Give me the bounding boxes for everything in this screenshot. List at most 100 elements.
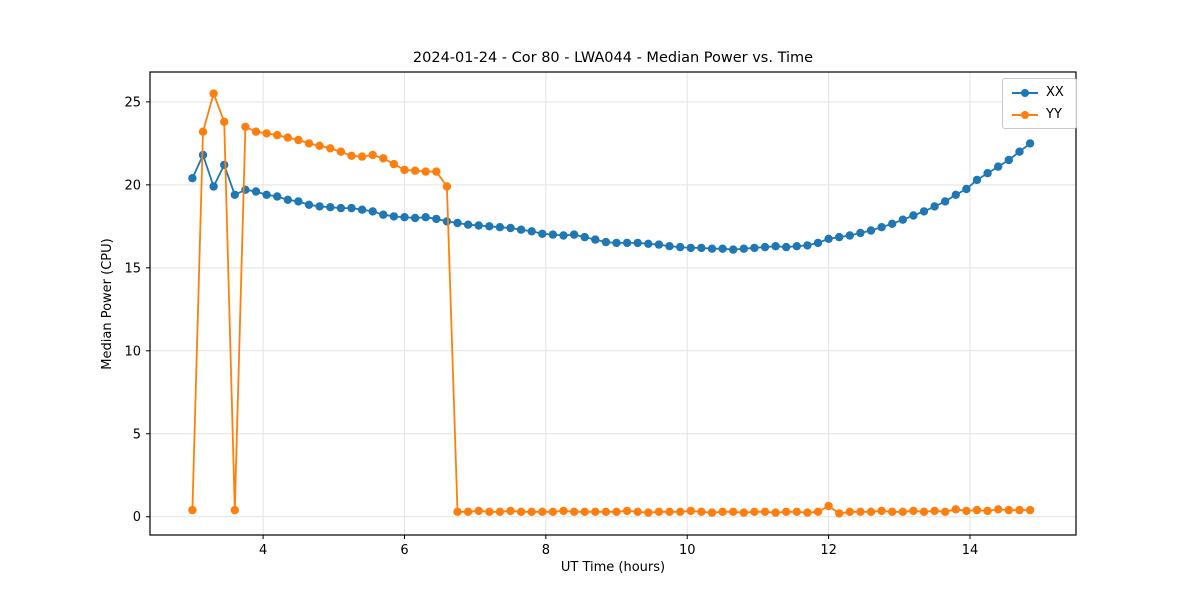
data-point-yy (315, 141, 324, 150)
data-point-xx (580, 232, 589, 242)
data-point-xx (474, 221, 483, 230)
data-point-yy (506, 506, 515, 516)
data-point-xx (951, 190, 960, 199)
data-point-xx (622, 238, 632, 248)
data-point-yy (400, 165, 409, 175)
y-tick-label: 5 (133, 427, 141, 442)
data-point-yy (262, 129, 271, 138)
data-point-yy (569, 507, 579, 516)
data-point-yy (527, 507, 536, 516)
data-point-yy (495, 507, 505, 516)
x-tick-label: 10 (679, 543, 696, 558)
data-point-yy (750, 507, 759, 516)
data-point-yy (220, 117, 229, 127)
data-point-yy (941, 507, 950, 516)
data-point-yy (580, 507, 589, 516)
data-point-yy (622, 506, 632, 516)
data-point-yy (729, 507, 738, 516)
data-point-xx (336, 203, 346, 213)
y-tick-label: 20 (124, 178, 141, 193)
data-point-xx (506, 223, 515, 233)
data-point-yy (251, 127, 261, 136)
data-point-xx (972, 175, 982, 185)
data-point-yy (835, 509, 844, 518)
data-point-xx (379, 210, 388, 219)
data-point-yy (972, 505, 982, 515)
data-point-xx (771, 242, 780, 251)
data-point-yy (273, 130, 282, 140)
data-point-xx (347, 203, 356, 213)
data-point-yy (962, 506, 971, 516)
data-point-yy (453, 507, 462, 516)
data-point-xx (294, 197, 303, 206)
x-tick-label: 6 (400, 543, 408, 558)
x-tick-label: 8 (542, 543, 550, 558)
data-point-yy (188, 505, 197, 515)
data-point-yy (336, 147, 346, 156)
data-point-yy (516, 507, 526, 516)
data-point-yy (898, 507, 907, 516)
data-point-yy (877, 506, 886, 516)
data-point-xx (750, 243, 759, 253)
data-point-xx (612, 238, 621, 248)
data-point-yy (1004, 505, 1013, 515)
data-point-xx (432, 214, 441, 224)
data-point-yy (866, 507, 876, 516)
data-point-yy (707, 508, 717, 517)
data-point-xx (665, 242, 674, 251)
data-point-xx (527, 227, 536, 236)
data-point-yy (357, 152, 367, 161)
data-point-xx (453, 218, 462, 228)
data-point-yy (463, 507, 473, 516)
data-point-yy (1015, 505, 1024, 515)
data-point-xx (676, 242, 685, 252)
data-point-xx (601, 237, 611, 247)
chart-title: 2024-01-24 - Cor 80 - LWA044 - Median Po… (412, 50, 814, 66)
data-point-yy (951, 505, 960, 514)
legend-swatch-xx-icon (1012, 88, 1038, 97)
data-point-xx (357, 205, 367, 214)
y-tick-label: 10 (124, 344, 141, 359)
data-point-xx (644, 239, 653, 248)
data-point-yy (919, 507, 929, 516)
data-point-xx (315, 202, 324, 211)
data-point-xx (941, 197, 950, 206)
data-point-xx (697, 243, 706, 253)
data-point-xx (633, 238, 642, 248)
data-point-yy (559, 506, 568, 516)
data-point-xx (516, 225, 526, 234)
data-point-yy (686, 506, 695, 516)
y-axis-label: Median Power (CPU) (100, 238, 115, 370)
data-point-xx (538, 229, 547, 238)
data-point-yy (538, 507, 547, 516)
data-point-yy (845, 507, 854, 516)
data-point-yy (379, 154, 388, 163)
legend-label-xx: XX (1046, 85, 1064, 100)
data-point-yy (792, 507, 801, 516)
series-line-yy (191, 92, 1031, 515)
data-point-xx (760, 242, 770, 252)
data-point-yy (368, 150, 377, 160)
legend-label-yy: YY (1046, 107, 1062, 122)
data-point-xx (686, 243, 695, 253)
data-point-xx (983, 169, 992, 178)
data-point-yy (230, 505, 239, 515)
data-point-xx (919, 207, 929, 216)
data-point-xx (230, 190, 239, 199)
data-point-xx (707, 244, 717, 253)
data-point-yy (283, 133, 292, 142)
data-point-xx (463, 220, 473, 229)
data-point-yy (421, 167, 430, 176)
data-point-xx (856, 228, 865, 238)
data-point-yy (1025, 505, 1035, 515)
data-point-xx (485, 222, 494, 231)
data-point-yy (198, 127, 208, 136)
data-point-xx (241, 185, 250, 194)
data-point-yy (665, 507, 674, 516)
data-point-xx (559, 231, 568, 240)
legend-item-xx: XX (1012, 85, 1064, 100)
plot-frame (149, 71, 1077, 536)
data-point-yy (644, 508, 653, 517)
data-point-yy (803, 508, 812, 517)
